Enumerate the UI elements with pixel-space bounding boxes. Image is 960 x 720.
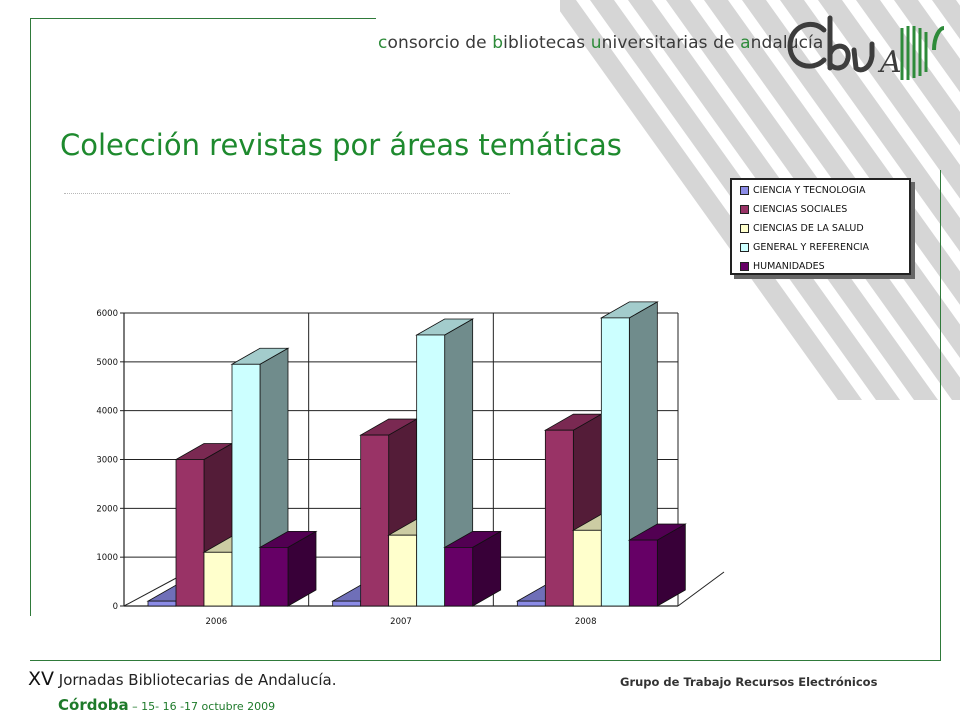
x-tick-label: 2007	[390, 617, 412, 627]
legend-label: CIENCIAS SOCIALES	[753, 203, 848, 215]
footer-event: XV Jornadas Bibliotecarias de Andalucía.	[28, 668, 336, 690]
bar	[444, 547, 474, 607]
header-text-part: niversitarias de	[601, 33, 741, 53]
legend-swatch	[740, 223, 749, 233]
bar	[175, 459, 205, 607]
x-tick-label: 2008	[575, 617, 597, 627]
x-tick-label: 2006	[206, 617, 228, 627]
y-tick-label: 2000	[96, 504, 118, 514]
legend-swatch	[740, 185, 749, 195]
legend-swatch	[740, 204, 749, 214]
chart-legend: CIENCIA Y TECNOLOGIA CIENCIAS SOCIALES CIE…	[730, 178, 911, 275]
footer-dates: – 15- 16 -17 octubre 2009	[128, 700, 276, 713]
legend-label: CIENCIA Y TECNOLOGIA	[753, 184, 866, 196]
header-text-part: ibliotecas	[503, 33, 591, 53]
y-tick-label: 4000	[96, 407, 118, 417]
legend-swatch	[740, 242, 749, 252]
legend-entry: CIENCIAS SOCIALES	[740, 202, 847, 216]
title-divider	[64, 193, 510, 194]
bar	[388, 534, 418, 607]
bar	[360, 434, 390, 607]
header-text-part: u	[590, 33, 602, 53]
bar	[416, 334, 446, 607]
footer-xv: XV	[28, 668, 55, 690]
legend-label: CIENCIAS DE LA SALUD	[753, 222, 864, 234]
header-text-part: ndalucía	[750, 33, 824, 53]
floor-line	[123, 575, 181, 607]
footer-jornadas: Jornadas Bibliotecarias de Andalucía.	[54, 671, 337, 689]
legend-label: HUMANIDADES	[753, 260, 825, 272]
legend-swatch	[740, 261, 749, 271]
frame-bottom-line	[30, 660, 941, 661]
bar	[572, 529, 602, 607]
floor-line	[677, 571, 725, 607]
frame-right-line	[940, 170, 941, 660]
footer-city: Córdoba	[58, 696, 129, 714]
cbua-logo: A	[787, 15, 944, 80]
y-tick-label: 0	[113, 602, 118, 612]
footer-group: Grupo de Trabajo Recursos Electrónicos	[620, 675, 878, 689]
header-text-part: b	[492, 33, 504, 53]
bar	[516, 600, 546, 607]
logo-letter-a: A	[877, 45, 902, 80]
bar	[147, 600, 177, 607]
legend-entry: GENERAL Y REFERENCIA	[740, 240, 869, 254]
footer-location: Córdoba – 15- 16 -17 octubre 2009	[58, 695, 275, 714]
frame-left-line	[30, 18, 31, 616]
consortium-name: consorcio de bibliotecas universitarias …	[378, 33, 823, 53]
header-text-part: c	[378, 33, 388, 53]
y-tick-label: 6000	[96, 309, 118, 319]
bar	[628, 539, 658, 607]
legend-entry: CIENCIAS DE LA SALUD	[740, 221, 864, 235]
slide-title: Colección revistas por áreas temáticas	[60, 128, 622, 162]
y-tick-label: 1000	[96, 553, 118, 563]
bar	[259, 547, 289, 607]
header-text-part: a	[740, 33, 751, 53]
bar	[231, 363, 261, 607]
header-text-part: onsorcio de	[387, 33, 493, 53]
bar	[600, 317, 630, 607]
legend-label: GENERAL Y REFERENCIA	[753, 241, 870, 253]
legend-entry: CIENCIA Y TECNOLOGIA	[740, 183, 865, 197]
frame-top-line	[30, 18, 376, 19]
y-tick-label: 3000	[96, 456, 118, 466]
y-tick-label: 5000	[96, 358, 118, 368]
bar	[332, 600, 362, 607]
legend-entry: HUMANIDADES	[740, 259, 825, 273]
bar	[203, 551, 233, 607]
bar	[544, 429, 574, 607]
